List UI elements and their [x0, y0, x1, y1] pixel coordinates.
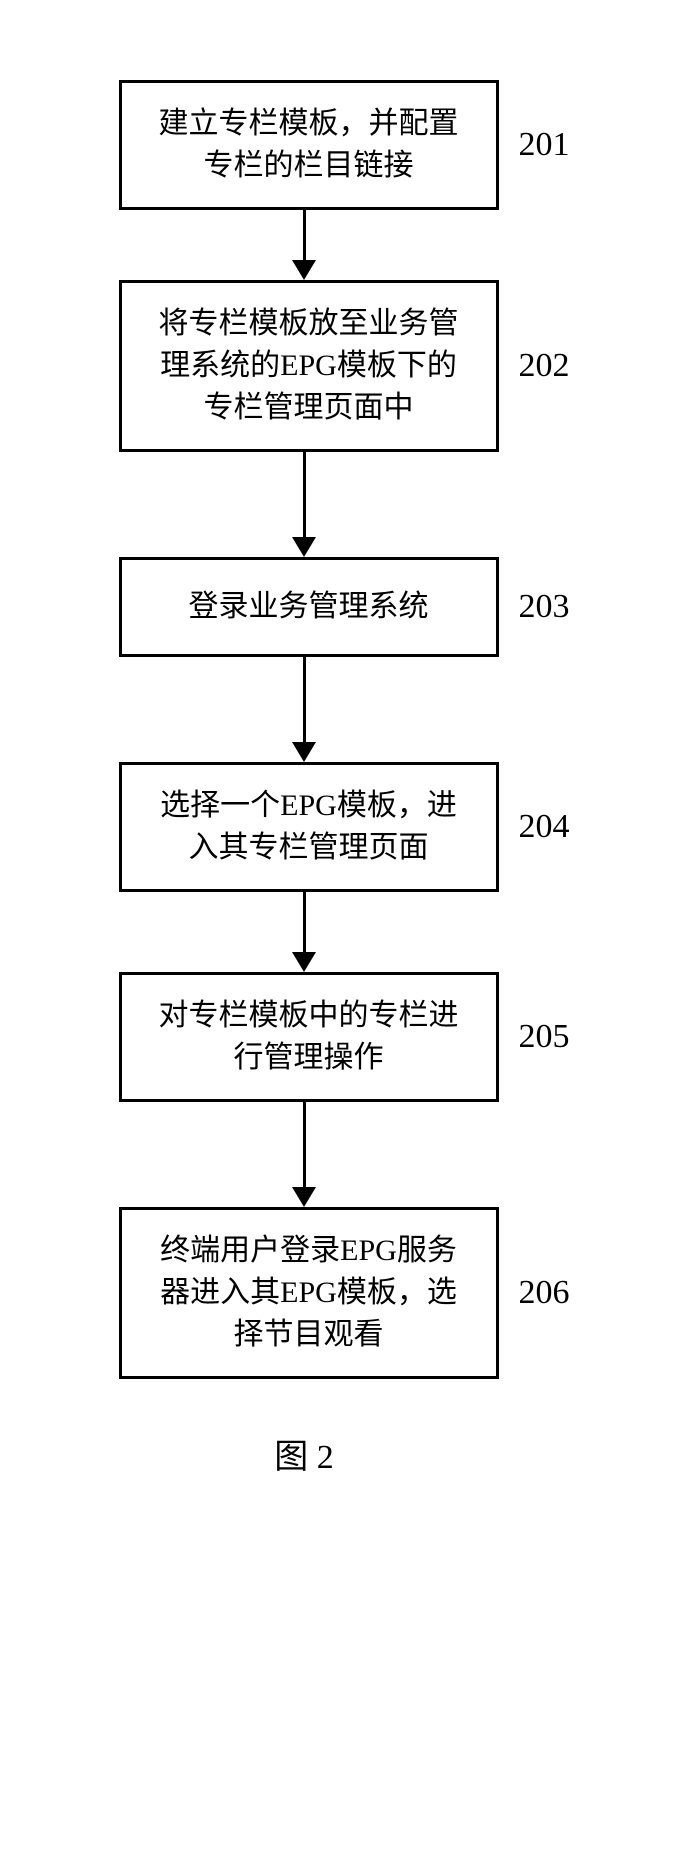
arrow [292, 452, 316, 557]
arrow-line [303, 657, 306, 742]
arrow-head-down-icon [292, 952, 316, 972]
arrow [292, 657, 316, 762]
arrow-line [303, 452, 306, 537]
step-row: 登录业务管理系统 203 [119, 557, 570, 657]
step-label: 202 [519, 347, 570, 385]
step-box: 选择一个EPG模板，进入其专栏管理页面 [119, 762, 499, 892]
step-row: 终端用户登录EPG服务器进入其EPG模板，选择节目观看 206 [119, 1207, 570, 1379]
step-label: 206 [519, 1274, 570, 1312]
arrow [292, 1102, 316, 1207]
step-label: 204 [519, 808, 570, 846]
arrow-head-down-icon [292, 260, 316, 280]
figure-caption: 图 2 [274, 1429, 334, 1478]
step-row: 将专栏模板放至业务管理系统的EPG模板下的专栏管理页面中 202 [119, 280, 570, 452]
arrow-head-down-icon [292, 1187, 316, 1207]
step-box: 将专栏模板放至业务管理系统的EPG模板下的专栏管理页面中 [119, 280, 499, 452]
step-box: 终端用户登录EPG服务器进入其EPG模板，选择节目观看 [119, 1207, 499, 1379]
arrow-head-down-icon [292, 537, 316, 557]
step-box: 建立专栏模板，并配置专栏的栏目链接 [119, 80, 499, 210]
step-row: 对专栏模板中的专栏进行管理操作 205 [119, 972, 570, 1102]
step-row: 建立专栏模板，并配置专栏的栏目链接 201 [119, 80, 570, 210]
step-label: 201 [519, 126, 570, 164]
step-row: 选择一个EPG模板，进入其专栏管理页面 204 [119, 762, 570, 892]
arrow-line [303, 210, 306, 260]
step-box: 登录业务管理系统 [119, 557, 499, 657]
step-label: 203 [519, 588, 570, 626]
arrow-line [303, 892, 306, 952]
arrow-line [303, 1102, 306, 1187]
arrow-head-down-icon [292, 742, 316, 762]
arrow [292, 892, 316, 972]
step-label: 205 [519, 1018, 570, 1056]
step-box: 对专栏模板中的专栏进行管理操作 [119, 972, 499, 1102]
flowchart-container: 建立专栏模板，并配置专栏的栏目链接 201 将专栏模板放至业务管理系统的EPG模板下… [119, 80, 570, 1478]
arrow [292, 210, 316, 280]
